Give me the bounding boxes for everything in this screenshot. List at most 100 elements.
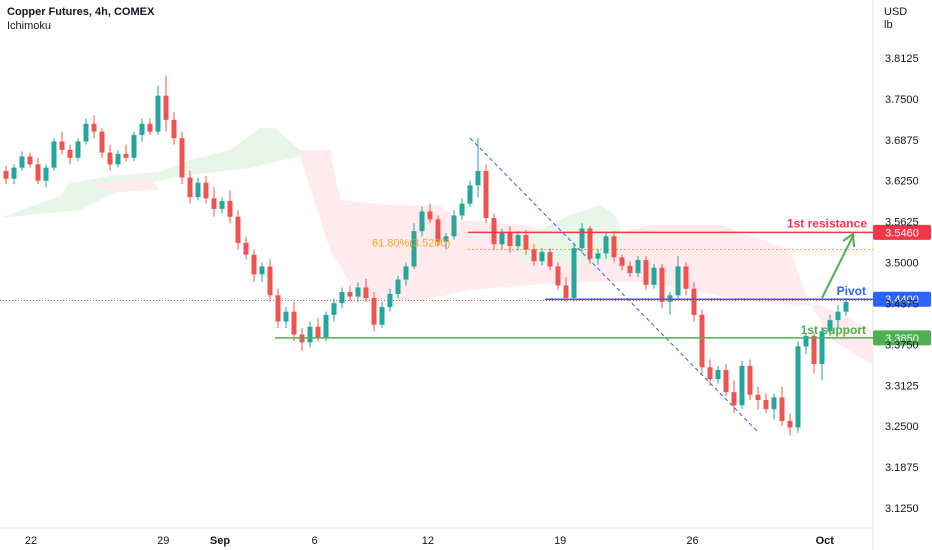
candle-body <box>707 367 713 380</box>
candle-body <box>507 232 513 247</box>
candle <box>259 262 265 283</box>
candle <box>419 206 425 237</box>
candle <box>275 288 281 328</box>
candle-body <box>755 394 761 400</box>
candle-body <box>731 392 737 406</box>
candle-body <box>611 236 617 258</box>
candle-body <box>347 292 353 297</box>
candle-body <box>835 311 841 321</box>
candle-body <box>683 266 689 289</box>
candle-body <box>123 153 129 158</box>
candle <box>563 276 569 302</box>
candle <box>123 144 129 162</box>
x-tick-label: Oct <box>816 535 835 547</box>
price-tag-2 <box>873 330 931 346</box>
candle-body <box>747 365 753 395</box>
candle-body <box>739 365 745 406</box>
candle-body <box>11 167 17 179</box>
candle-body <box>171 119 177 139</box>
candle <box>75 138 81 162</box>
candle-body <box>99 131 105 153</box>
candle <box>379 301 385 328</box>
candle-body <box>555 266 561 286</box>
chart-title: Copper Futures, 4h, COMEX <box>7 6 155 18</box>
candle <box>539 248 545 266</box>
level-name-1: Pivot <box>837 284 866 298</box>
candle <box>427 203 433 224</box>
candle-body <box>435 219 441 242</box>
candle <box>19 151 25 171</box>
candle-body <box>355 287 361 297</box>
y-tick-label: 3.3125 <box>885 380 919 392</box>
y-tick-label: 3.8125 <box>885 53 919 65</box>
candle <box>819 326 825 381</box>
candle-body <box>715 369 721 380</box>
candle <box>187 170 193 204</box>
candle-body <box>275 295 281 322</box>
candle <box>579 223 585 253</box>
candle <box>11 164 17 184</box>
candle-body <box>147 123 153 132</box>
candle <box>515 231 521 251</box>
ichimoku-cloud-bearish <box>90 178 160 192</box>
candle <box>403 262 409 286</box>
candle-body <box>35 164 41 181</box>
candle <box>67 144 73 165</box>
candle-body <box>499 232 505 245</box>
candle-body <box>635 259 641 274</box>
candle <box>251 249 257 283</box>
candle-body <box>779 397 785 421</box>
candle <box>755 386 761 410</box>
candle-body <box>235 216 241 243</box>
candle <box>155 85 161 135</box>
ichimoku-cloud-bullish <box>520 205 625 262</box>
candle <box>483 164 489 224</box>
x-tick-label: 19 <box>554 535 566 547</box>
candle-body <box>579 228 585 249</box>
candle-body <box>43 167 49 181</box>
candle-body <box>675 266 681 296</box>
candle-body <box>283 311 289 322</box>
candle-body <box>291 311 297 335</box>
level-name-2: 1st support <box>801 323 866 337</box>
candle <box>675 256 681 300</box>
candle <box>107 144 113 171</box>
candle-body <box>475 170 481 186</box>
candle-body <box>723 369 729 393</box>
candle <box>283 307 289 328</box>
candle-body <box>395 279 401 294</box>
candle <box>3 165 9 184</box>
x-tick-label: Sep <box>210 535 230 547</box>
candle-body <box>403 266 409 280</box>
candle-body <box>603 236 609 254</box>
candle-body <box>843 301 849 312</box>
candle-body <box>763 400 769 410</box>
candle-body <box>587 228 593 259</box>
candle-body <box>251 254 257 275</box>
candle-body <box>539 252 545 262</box>
candle <box>747 359 753 400</box>
candle-body <box>819 331 825 364</box>
level-name-0: 1st resistance <box>787 216 867 230</box>
candle <box>595 249 601 266</box>
y-tick-label: 3.7500 <box>885 94 919 106</box>
candle <box>219 197 225 214</box>
candle <box>227 190 233 224</box>
candle-body <box>323 314 329 338</box>
candle-body <box>595 253 601 259</box>
candle <box>203 176 209 204</box>
candle <box>827 314 833 336</box>
candle <box>467 180 473 207</box>
candle-body <box>51 141 57 168</box>
candle-body <box>803 335 809 347</box>
candle-body <box>491 218 497 245</box>
candle-body <box>827 320 833 332</box>
candle <box>619 254 625 271</box>
candle-body <box>203 182 209 199</box>
candle <box>715 365 721 384</box>
candle-body <box>483 170 489 219</box>
trendline <box>469 137 759 433</box>
candle <box>523 229 529 255</box>
candle <box>723 364 729 397</box>
